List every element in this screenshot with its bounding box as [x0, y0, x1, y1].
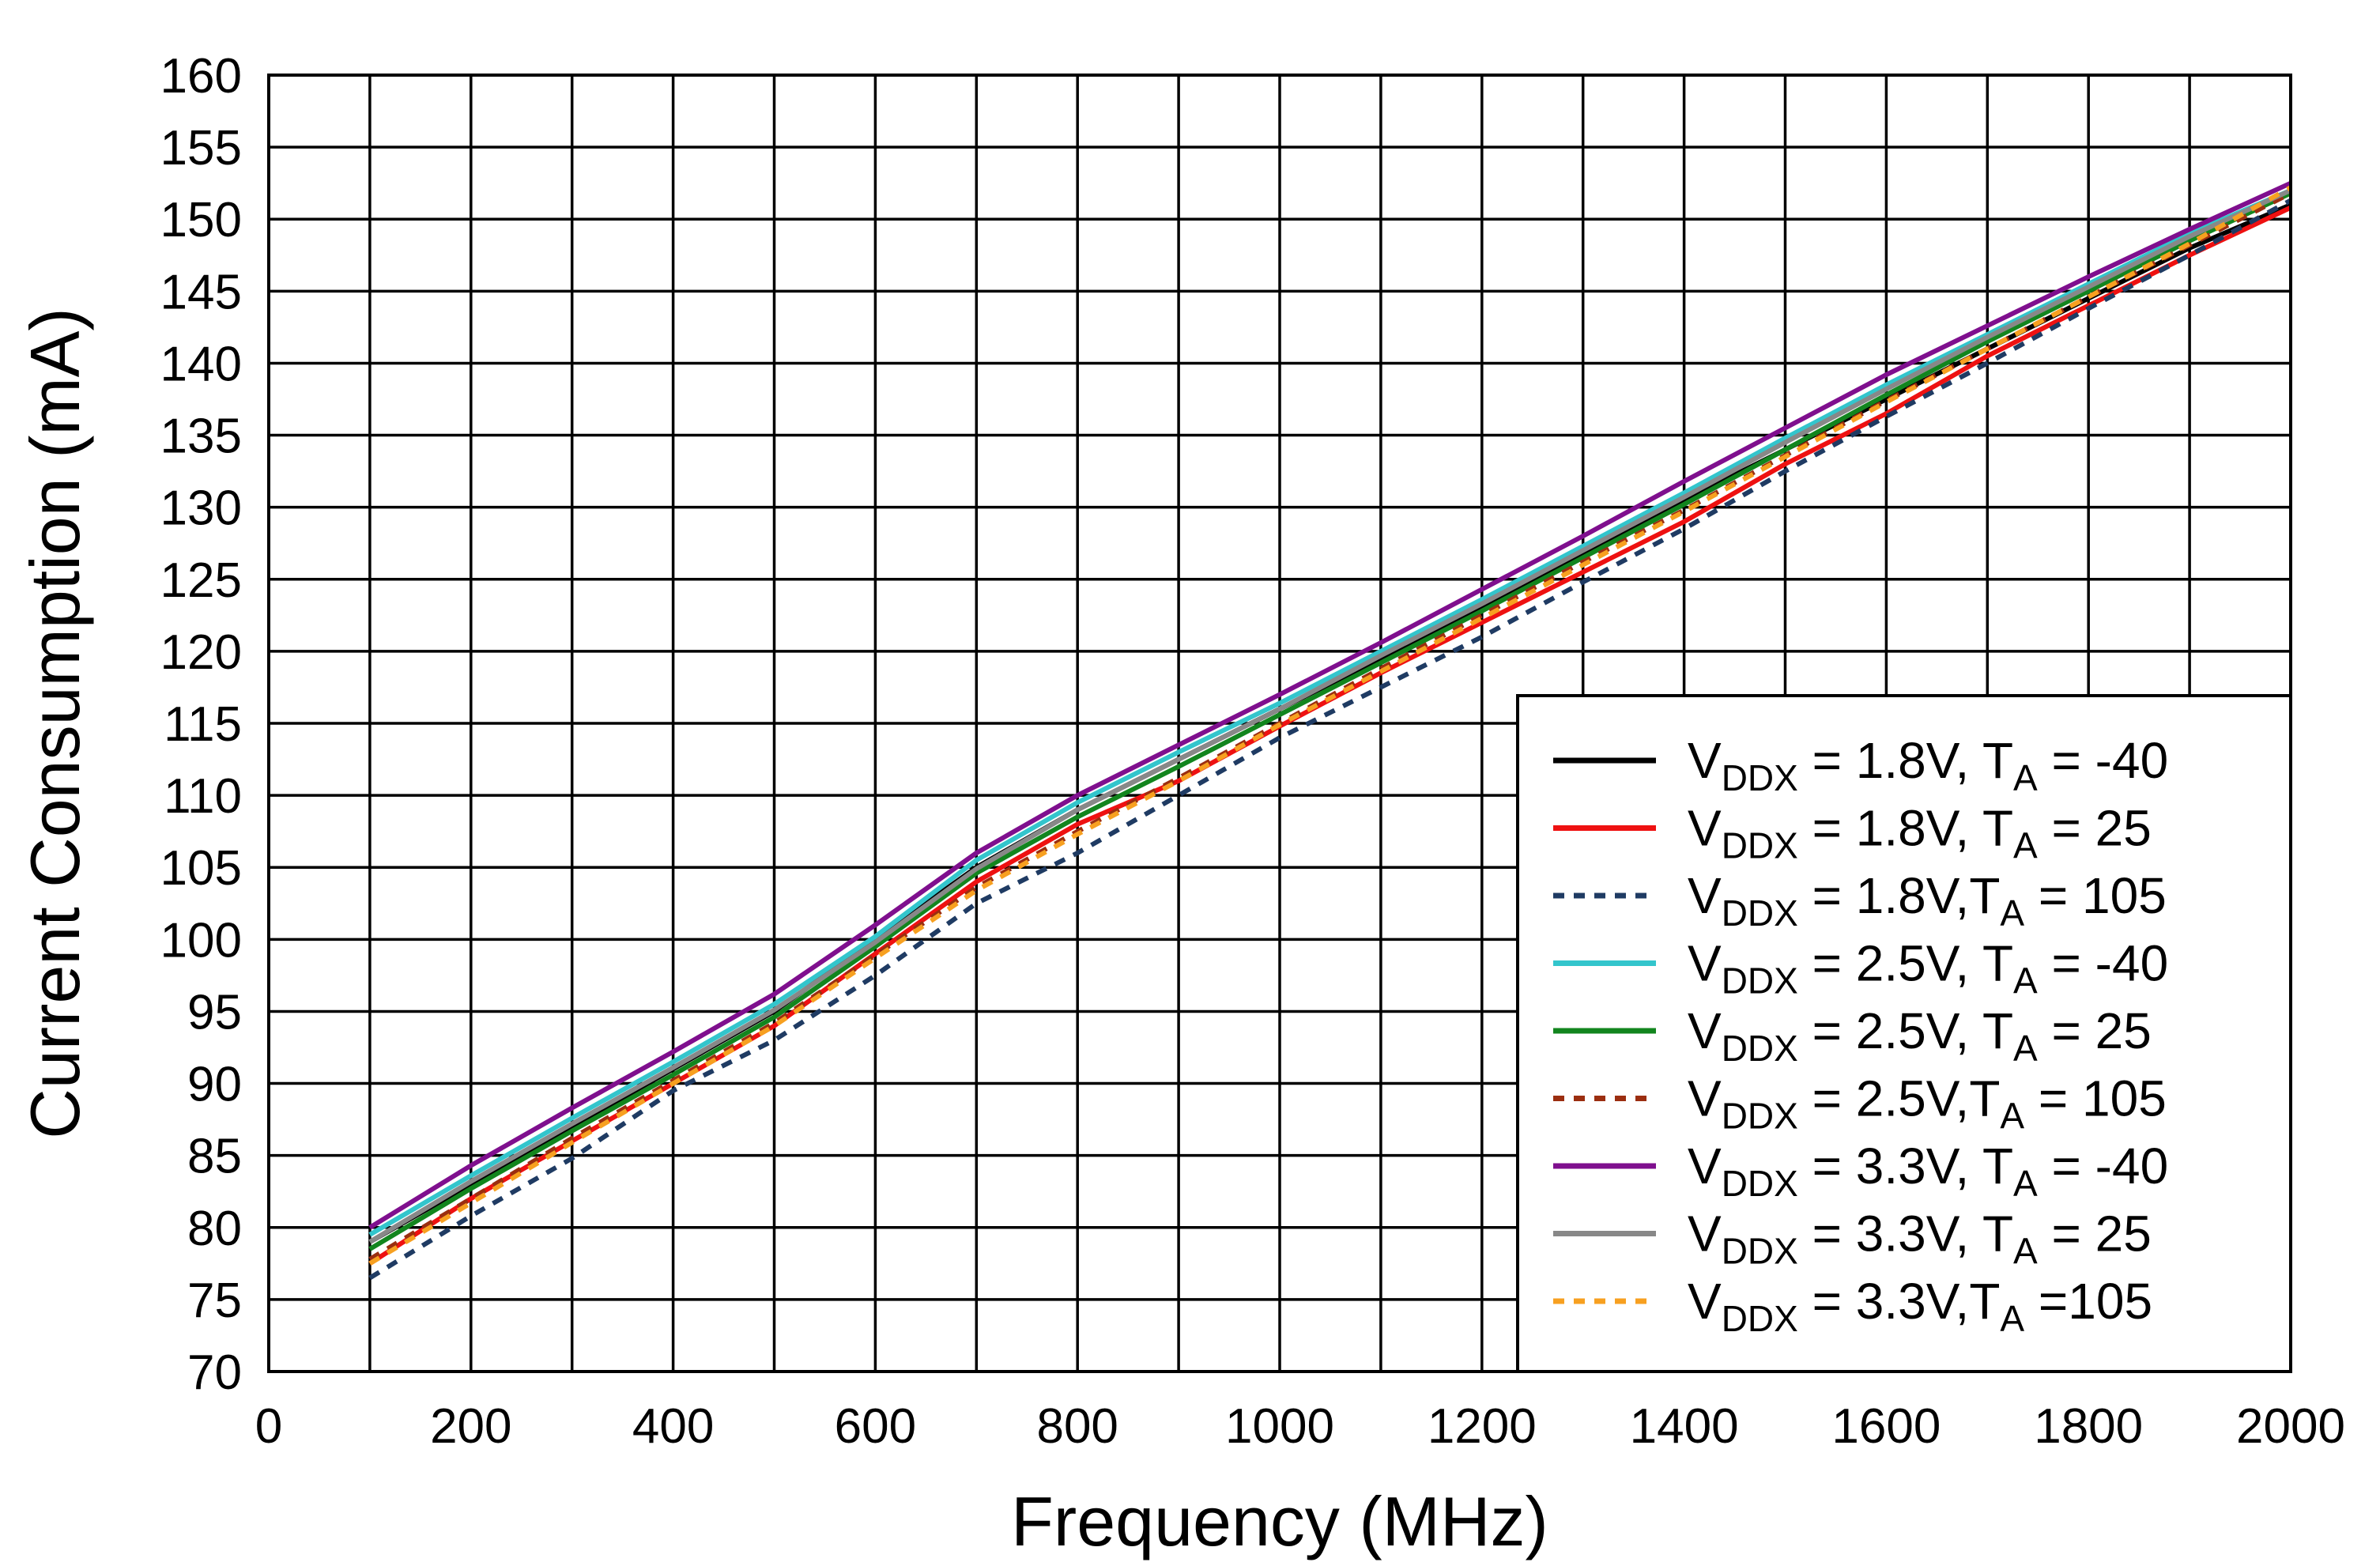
x-tick-label: 200: [430, 1399, 511, 1454]
y-tick-label: 105: [160, 841, 242, 896]
y-tick-label: 85: [187, 1130, 242, 1184]
y-tick-label: 80: [187, 1202, 242, 1256]
y-tick-label: 150: [160, 193, 242, 247]
y-tick-label: 90: [187, 1058, 242, 1112]
legend-label: VDDX = 2.5V, TA = -40: [1688, 935, 2168, 1002]
legend-label: VDDX = 2.5V,TA = 105: [1688, 1070, 2167, 1137]
x-tick-label: 1000: [1225, 1399, 1334, 1454]
series-line: [368, 191, 2292, 1251]
x-tick-label: 600: [835, 1399, 916, 1454]
x-tick-label: 2000: [2236, 1399, 2345, 1454]
x-tick-labels: 0 200 400 600 800 1000 1200 1400 1600 1800 2000: [255, 1399, 2345, 1454]
series-line: [368, 188, 2292, 1237]
y-tick-label: 70: [187, 1345, 242, 1400]
x-tick-label: 1400: [1630, 1399, 1739, 1454]
y-tick-label: 155: [160, 121, 242, 175]
y-tick-label: 145: [160, 265, 242, 319]
y-axis-title: Current Consumption (mA): [16, 308, 94, 1138]
y-tick-label: 115: [164, 697, 242, 752]
x-tick-label: 1200: [1428, 1399, 1537, 1454]
legend-label: VDDX = 3.3V,TA =105: [1688, 1273, 2152, 1339]
y-tick-label: 130: [160, 481, 242, 536]
x-tick-label: 1800: [2034, 1399, 2143, 1454]
y-tick-label: 75: [187, 1274, 242, 1328]
y-tick-label: 120: [160, 625, 242, 680]
legend-label: VDDX = 1.8V,TA = 105: [1688, 867, 2167, 934]
y-tick-labels: 70 75 80 85 90 95 100 105 110 115 120 125 130 135 140 1…: [160, 49, 242, 1400]
legend-label: VDDX = 1.8V, TA = 25: [1688, 800, 2152, 866]
y-tick-label: 160: [160, 49, 242, 104]
y-tick-label: 100: [160, 913, 242, 968]
legend-label: VDDX = 3.3V, TA = -40: [1688, 1138, 2168, 1204]
x-tick-label: 1600: [1831, 1399, 1941, 1454]
y-tick-label: 140: [160, 337, 242, 391]
y-tick-label: 110: [164, 769, 242, 824]
series-lines: [368, 180, 2292, 1281]
x-tick-label: 800: [1036, 1399, 1118, 1454]
legend-label: VDDX = 1.8V, TA = -40: [1688, 732, 2168, 798]
y-tick-label: 95: [187, 985, 242, 1040]
x-axis-title: Frequency (MHz): [1011, 1482, 1548, 1560]
x-tick-label: 400: [632, 1399, 714, 1454]
y-tick-label: 125: [160, 553, 242, 608]
legend-label: VDDX = 3.3V, TA = 25: [1688, 1206, 2152, 1272]
legend-label: VDDX = 2.5V, TA = 25: [1688, 1002, 2152, 1069]
x-tick-label: 0: [255, 1399, 282, 1454]
series-line: [368, 198, 2292, 1281]
series-line: [368, 180, 2292, 1230]
series-line: [368, 185, 2292, 1266]
y-tick-label: 135: [160, 409, 242, 464]
series-line: [368, 188, 2292, 1244]
